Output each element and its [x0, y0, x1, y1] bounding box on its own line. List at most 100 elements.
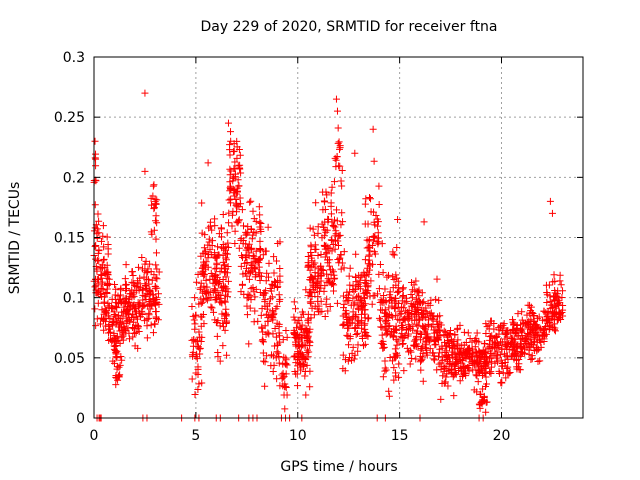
data-point — [399, 339, 407, 347]
data-point — [221, 246, 229, 254]
data-point — [408, 294, 416, 302]
data-point — [529, 327, 537, 335]
data-point — [93, 267, 101, 275]
data-point — [262, 310, 270, 318]
data-point — [109, 315, 117, 323]
data-point — [432, 295, 440, 303]
data-point — [414, 322, 422, 330]
data-point — [270, 269, 278, 277]
data-point — [523, 318, 531, 326]
data-point — [252, 217, 260, 225]
data-point — [438, 344, 446, 352]
data-point — [486, 368, 494, 376]
data-point — [342, 356, 350, 364]
data-point — [482, 373, 490, 381]
data-point — [243, 258, 251, 266]
data-point — [511, 327, 519, 335]
data-point — [145, 290, 153, 298]
data-point — [236, 151, 244, 159]
data-point — [243, 311, 251, 319]
data-point — [237, 200, 245, 208]
data-point — [542, 330, 550, 338]
data-point — [339, 218, 347, 226]
data-point — [141, 89, 149, 97]
data-point — [414, 304, 422, 312]
data-point — [111, 335, 119, 343]
data-point — [307, 314, 315, 322]
data-point — [410, 342, 418, 350]
data-point — [528, 352, 536, 360]
data-point — [309, 281, 317, 289]
data-point — [394, 277, 402, 285]
data-point — [128, 268, 136, 276]
data-point — [444, 332, 452, 340]
data-point — [257, 225, 265, 233]
data-point — [95, 229, 103, 237]
data-point — [410, 311, 418, 319]
data-point — [404, 313, 412, 321]
data-point — [206, 218, 214, 226]
data-point — [386, 353, 394, 361]
data-point — [311, 259, 319, 267]
data-point — [276, 272, 284, 280]
data-point — [501, 359, 509, 367]
data-point — [231, 158, 239, 166]
data-point — [546, 197, 554, 205]
data-point — [261, 322, 269, 330]
data-point — [345, 341, 353, 349]
data-point — [213, 273, 221, 281]
data-point — [296, 343, 304, 351]
data-point — [301, 355, 309, 363]
data-point — [349, 294, 357, 302]
data-point — [293, 382, 301, 390]
data-point — [307, 243, 315, 251]
data-point — [309, 225, 317, 233]
data-point — [385, 304, 393, 312]
data-point — [290, 353, 298, 361]
data-point — [198, 333, 206, 341]
data-point — [308, 292, 316, 300]
data-point — [382, 297, 390, 305]
data-point — [525, 332, 533, 340]
data-point — [556, 277, 564, 285]
data-point — [418, 345, 426, 353]
data-point — [503, 364, 511, 372]
data-point — [544, 308, 552, 316]
data-point — [443, 347, 451, 355]
data-point — [382, 330, 390, 338]
data-point — [251, 307, 259, 315]
data-point — [371, 250, 379, 258]
data-point — [370, 218, 378, 226]
data-point — [478, 363, 486, 371]
data-point — [216, 277, 224, 285]
data-point — [550, 271, 558, 279]
data-point — [305, 288, 313, 296]
data-point — [103, 288, 111, 296]
data-point — [413, 320, 421, 328]
data-point — [276, 265, 284, 273]
data-point — [349, 282, 357, 290]
data-point — [198, 229, 206, 237]
data-point — [375, 182, 383, 190]
data-point — [426, 345, 434, 353]
data-point — [91, 242, 99, 250]
data-point — [336, 255, 344, 263]
data-point — [302, 391, 310, 399]
data-point — [301, 324, 309, 332]
data-point — [211, 215, 219, 223]
data-point — [260, 290, 268, 298]
data-point — [306, 383, 314, 391]
data-point — [484, 360, 492, 368]
data-point — [370, 233, 378, 241]
data-point — [210, 308, 218, 316]
data-point — [212, 264, 220, 272]
data-point — [347, 301, 355, 309]
data-point — [558, 293, 566, 301]
data-point — [406, 360, 414, 368]
data-point — [390, 353, 398, 361]
data-point — [389, 248, 397, 256]
data-point — [546, 297, 554, 305]
data-point — [249, 284, 257, 292]
data-point — [143, 275, 151, 283]
data-point — [382, 309, 390, 317]
